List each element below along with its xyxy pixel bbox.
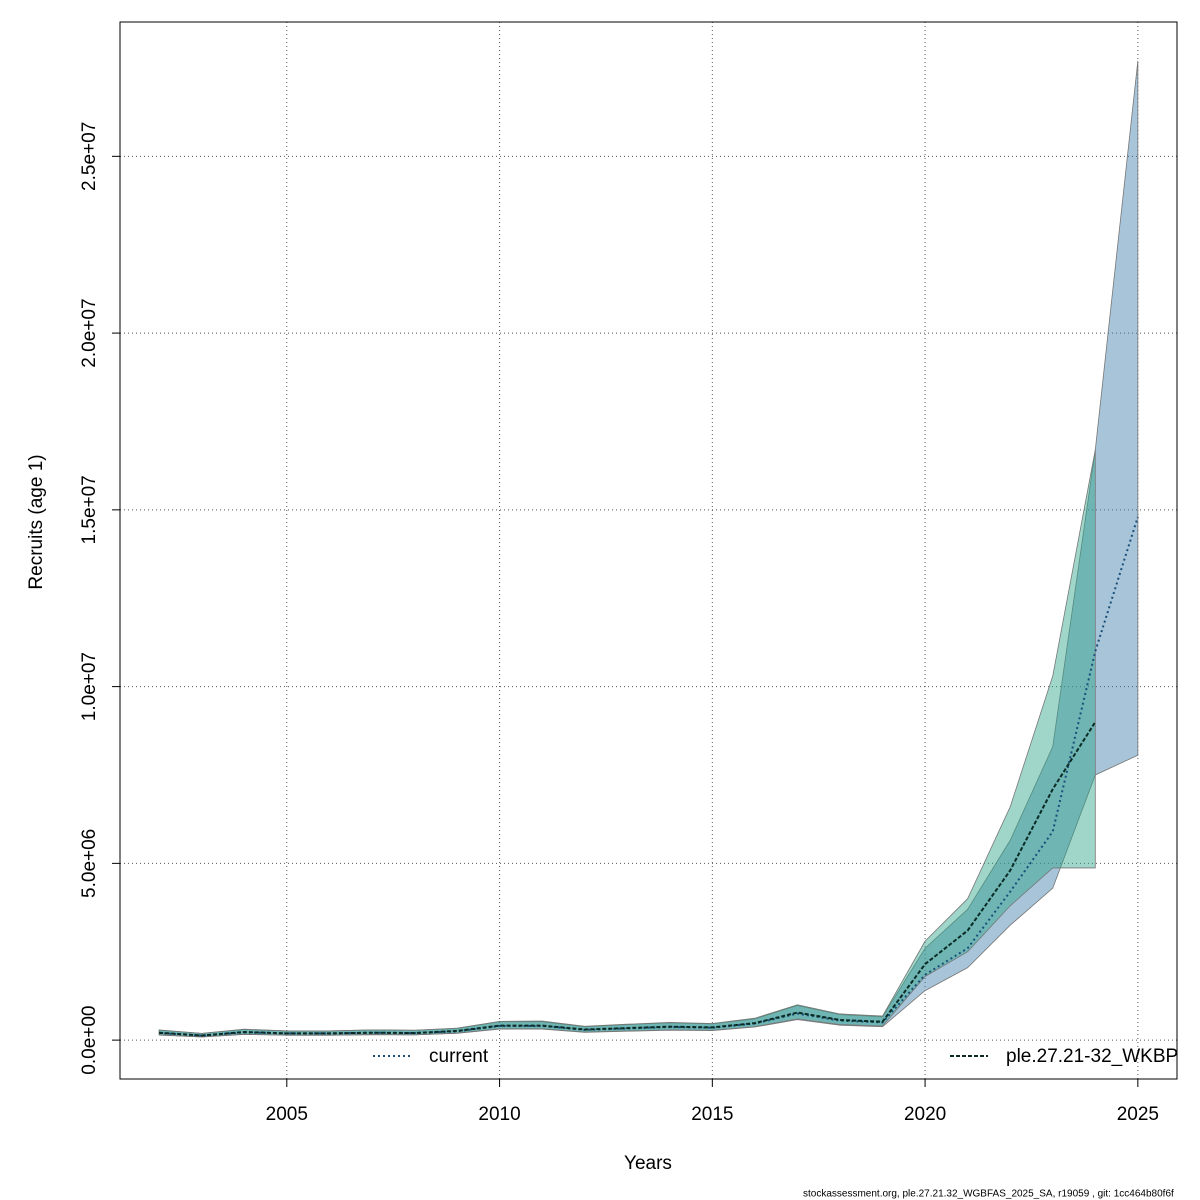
legend-label: current	[429, 1046, 489, 1067]
y-tick-label: 0.0e+00	[79, 1006, 100, 1075]
y-tick-label: 2.5e+07	[79, 122, 100, 191]
y-axis-label: Recruits (age 1)	[26, 454, 47, 589]
confidence-band	[158, 449, 1096, 1038]
series-line	[159, 516, 1139, 1037]
y-tick-label: 2.0e+07	[79, 298, 100, 367]
x-tick-label: 2005	[266, 1104, 308, 1125]
series-line	[159, 721, 1097, 1037]
legend-label: ple.27.21-32_WKBP	[1006, 1046, 1178, 1067]
plot-frame	[119, 21, 1178, 1080]
x-tick-label: 2025	[1117, 1104, 1159, 1125]
y-tick-label: 1.5e+07	[79, 475, 100, 544]
x-axis-label: Years	[624, 1153, 672, 1174]
x-tick-label: 2020	[904, 1104, 946, 1125]
y-tick-label: 5.0e+06	[79, 829, 100, 898]
footer: stockassessment.org, ple.27.21.32_WGBFAS…	[803, 1189, 1174, 1200]
x-tick-label: 2015	[691, 1104, 733, 1125]
y-tick-label: 1.0e+07	[79, 652, 100, 721]
x-tick-label: 2010	[478, 1104, 520, 1125]
